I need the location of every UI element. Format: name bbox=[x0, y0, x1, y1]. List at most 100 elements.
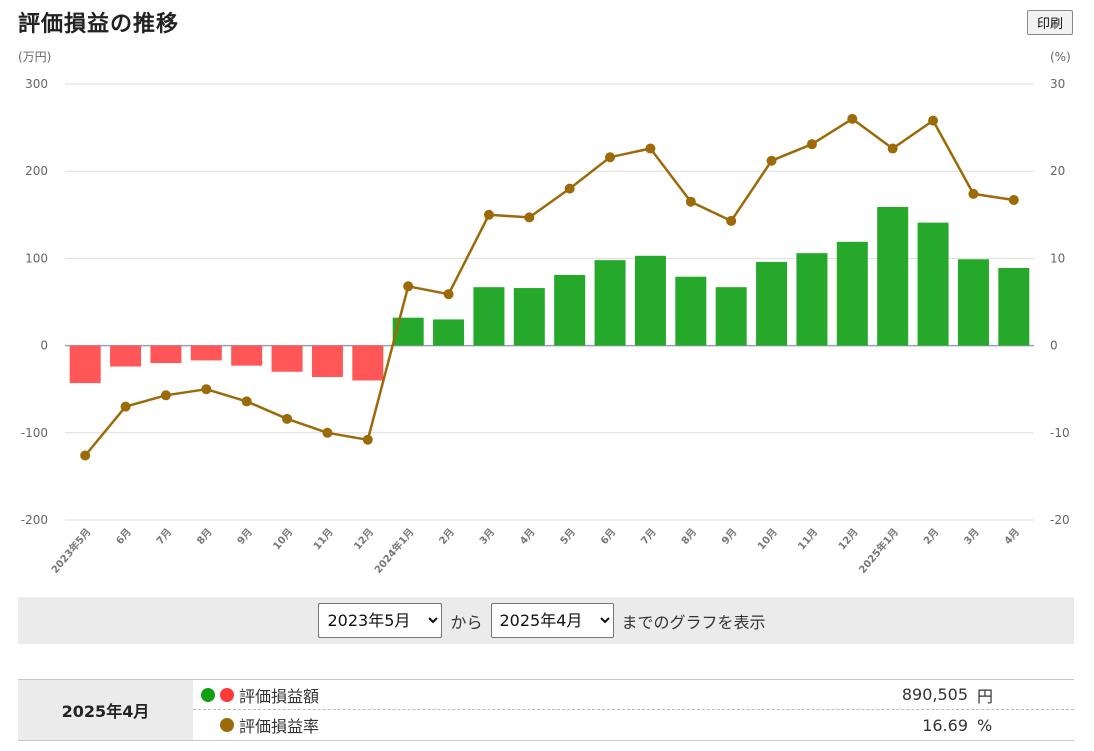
print-button[interactable]: 印刷 bbox=[1027, 10, 1073, 35]
x-tick-label: 2月 bbox=[437, 526, 457, 547]
bar bbox=[675, 276, 707, 346]
rate-line-path bbox=[84, 117, 1014, 457]
bar bbox=[352, 345, 384, 381]
rate-label: 評価損益率 bbox=[239, 717, 320, 736]
bar bbox=[271, 345, 303, 372]
x-tick-label: 4月 bbox=[1002, 526, 1022, 547]
rate-point bbox=[241, 396, 252, 407]
rate-point bbox=[443, 289, 454, 300]
rate-point bbox=[322, 427, 333, 438]
x-tick-label: 12月 bbox=[352, 526, 377, 552]
x-tick-label: 7月 bbox=[639, 526, 659, 547]
x-tick-label: 7月 bbox=[154, 526, 174, 547]
rate-point bbox=[806, 139, 817, 150]
x-tick-label: 3月 bbox=[477, 526, 497, 547]
range-suffix: までのグラフを表示 bbox=[621, 612, 766, 632]
x-tick-label: 10月 bbox=[271, 526, 296, 552]
summary-table: 2025年4月 評価損益額 890,505 円 評価損益率 16.69 % bbox=[18, 679, 1074, 741]
rate-point bbox=[120, 401, 131, 412]
x-tick-label: 2023年5月 bbox=[48, 526, 93, 576]
right-tick-label: 30 bbox=[1050, 77, 1065, 91]
bar bbox=[877, 206, 909, 346]
rate-point bbox=[362, 434, 373, 445]
bar bbox=[110, 345, 142, 367]
rate-point bbox=[282, 413, 293, 424]
x-tick-label: 9月 bbox=[719, 526, 739, 547]
summary-row-rate: 評価損益率 16.69 % bbox=[193, 710, 1074, 740]
bar bbox=[231, 345, 263, 366]
x-tick-label: 10月 bbox=[755, 526, 780, 552]
right-tick-label: 20 bbox=[1050, 164, 1065, 178]
x-tick-label: 2025年1月 bbox=[856, 526, 901, 576]
rate-point bbox=[483, 209, 494, 220]
x-tick-label: 6月 bbox=[598, 526, 618, 547]
rate-point bbox=[524, 212, 535, 223]
rate-point bbox=[160, 390, 171, 401]
rate-point bbox=[685, 196, 696, 207]
rate-point bbox=[403, 281, 414, 292]
bar bbox=[69, 345, 101, 384]
rate-point bbox=[726, 215, 737, 226]
left-tick-label: 100 bbox=[25, 251, 48, 265]
bar bbox=[836, 241, 868, 346]
right-axis-unit: (%) bbox=[1050, 50, 1071, 64]
bar bbox=[473, 287, 505, 346]
bar bbox=[150, 345, 182, 364]
x-tick-label: 11月 bbox=[796, 526, 821, 552]
bar bbox=[957, 259, 989, 346]
range-connector: から bbox=[450, 612, 483, 632]
from-month-select[interactable]: 2023年5月 bbox=[318, 603, 443, 638]
rate-unit: % bbox=[977, 715, 993, 735]
left-tick-label: 200 bbox=[25, 164, 48, 178]
legend-dots bbox=[220, 718, 239, 732]
bar bbox=[594, 260, 626, 346]
bar bbox=[756, 261, 788, 346]
bar bbox=[634, 255, 666, 346]
x-tick-label: 3月 bbox=[962, 526, 982, 547]
rate-value: 16.69 bbox=[922, 715, 968, 735]
to-month-select[interactable]: 2025年4月 bbox=[490, 603, 614, 638]
rate-point bbox=[80, 450, 91, 461]
summary-row-amount: 評価損益額 890,505 円 bbox=[193, 680, 1074, 710]
right-tick-label: -10 bbox=[1050, 426, 1070, 440]
bar bbox=[998, 267, 1030, 346]
x-tick-label: 12月 bbox=[836, 526, 861, 552]
rate-point bbox=[645, 143, 656, 154]
bar bbox=[433, 319, 465, 346]
right-tick-label: 10 bbox=[1050, 251, 1065, 265]
x-tick-label: 2024年1月 bbox=[371, 526, 416, 576]
rate-point bbox=[928, 115, 939, 126]
x-tick-label: 8月 bbox=[679, 526, 699, 547]
rate-point bbox=[605, 152, 616, 163]
green-dot-icon bbox=[201, 688, 215, 702]
left-tick-label: 0 bbox=[40, 339, 48, 353]
rate-point bbox=[968, 188, 979, 199]
x-tick-label: 4月 bbox=[518, 526, 538, 547]
rate-point bbox=[887, 143, 898, 154]
amount-label: 評価損益額 bbox=[239, 686, 320, 706]
right-tick-label: -20 bbox=[1050, 513, 1070, 527]
amount-value: 890,505 bbox=[901, 685, 968, 704]
x-tick-label: 5月 bbox=[558, 526, 578, 547]
rate-point bbox=[847, 113, 858, 124]
legend-dots bbox=[201, 688, 239, 702]
x-tick-label: 11月 bbox=[311, 526, 336, 552]
left-tick-label: 300 bbox=[25, 77, 48, 91]
summary-month: 2025年4月 bbox=[18, 680, 193, 740]
bar bbox=[554, 274, 586, 346]
left-axis-unit: (万円) bbox=[18, 50, 51, 64]
range-selector: 2023年5月 から 2025年4月 までのグラフを表示 bbox=[18, 597, 1074, 644]
rate-point bbox=[766, 155, 777, 166]
bar bbox=[311, 345, 343, 377]
x-tick-label: 2月 bbox=[921, 526, 941, 547]
bar bbox=[796, 253, 828, 346]
gridlines bbox=[65, 83, 1034, 521]
bar bbox=[917, 222, 949, 346]
left-tick-label: -200 bbox=[21, 513, 48, 527]
rate-point bbox=[1008, 194, 1019, 205]
brown-dot-icon bbox=[220, 718, 234, 732]
bar bbox=[513, 288, 545, 346]
bar bbox=[715, 287, 747, 346]
rate-point bbox=[564, 183, 575, 194]
